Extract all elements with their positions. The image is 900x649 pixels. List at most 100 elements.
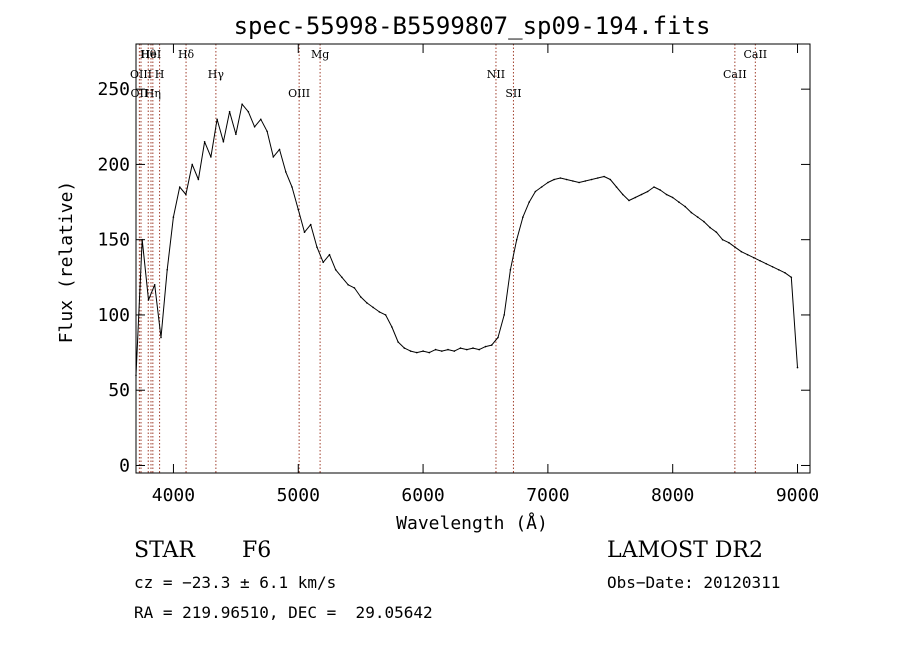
spectrum-point bbox=[384, 314, 387, 316]
spectrum-point bbox=[509, 269, 512, 271]
spectrum-point bbox=[428, 351, 431, 354]
spectrum-point bbox=[640, 193, 643, 196]
spectrum-series bbox=[135, 103, 799, 377]
spectrum-point bbox=[303, 231, 306, 233]
spectrum-point bbox=[615, 186, 618, 188]
spectrum-point bbox=[409, 350, 412, 352]
coordinates: RA = 219.96510, DEC = 29.05642 bbox=[134, 603, 433, 622]
object-class: STAR bbox=[134, 538, 195, 563]
line-marker-label: Hγ bbox=[208, 68, 225, 81]
spectrum-point bbox=[646, 190, 649, 193]
spectrum-point bbox=[285, 171, 287, 173]
line-marker-label: Hθ bbox=[140, 48, 157, 61]
spectrum-point bbox=[778, 269, 780, 271]
spectrum-point bbox=[709, 226, 711, 229]
spectrum-point bbox=[603, 175, 605, 178]
spectrum-point bbox=[746, 253, 749, 256]
spectrum-point bbox=[447, 348, 449, 351]
line-marker-label: Hη bbox=[145, 87, 161, 100]
x-tick-label: 8000 bbox=[651, 485, 694, 506]
spectrum-point bbox=[235, 133, 237, 136]
spectrum-point bbox=[790, 276, 793, 279]
spectrum-point bbox=[316, 246, 318, 248]
spectrum-point bbox=[578, 181, 580, 184]
spectrum-point bbox=[503, 314, 506, 316]
spectrum-point bbox=[366, 302, 368, 304]
spectrum-point bbox=[178, 186, 181, 188]
line-marker-label: NII bbox=[487, 68, 505, 81]
spectrum-point bbox=[684, 205, 686, 208]
spectrum-point bbox=[391, 326, 393, 328]
spectrum-point bbox=[478, 348, 481, 351]
spectrum-point bbox=[690, 211, 693, 214]
spectrum-point bbox=[628, 199, 630, 202]
line-marker-label: CaII bbox=[723, 68, 747, 81]
survey-name: LAMOST DR2 bbox=[607, 538, 763, 563]
spectrum-point bbox=[253, 126, 256, 128]
spectrum-point bbox=[696, 216, 699, 218]
plot-frame bbox=[135, 43, 811, 474]
y-axis-ticks: 0 50 100 150 200 250 bbox=[97, 79, 810, 476]
spectrum-point bbox=[715, 231, 718, 233]
spectrum-point bbox=[322, 261, 325, 264]
spectrum-point bbox=[740, 250, 743, 253]
spectrum-point bbox=[266, 130, 268, 133]
spectrum-point bbox=[522, 216, 524, 218]
spectrum-point bbox=[584, 180, 587, 182]
spectrum-point bbox=[515, 238, 518, 241]
spectrum-point bbox=[166, 269, 168, 271]
chart-title: spec-55998-B5599807_sp09-194.fits bbox=[234, 12, 711, 40]
spectrum-point bbox=[765, 263, 768, 265]
spectrum-point bbox=[796, 366, 799, 369]
spectrum-point bbox=[634, 196, 637, 199]
spectrum-point bbox=[291, 186, 293, 188]
emission-line-markers bbox=[138, 44, 756, 473]
spectrum-point bbox=[534, 190, 537, 193]
spectrum-point bbox=[210, 156, 212, 158]
x-axis-ticks: 4000 5000 6000 7000 8000 9000 bbox=[152, 44, 819, 506]
x-tick-label: 9000 bbox=[776, 485, 819, 506]
x-tick-label: 5000 bbox=[277, 485, 320, 506]
spectrum-point bbox=[328, 253, 331, 256]
spectrum-point bbox=[416, 351, 418, 354]
spectrum-point bbox=[309, 223, 312, 226]
spectrum-point bbox=[590, 178, 593, 181]
spectrum-point bbox=[260, 118, 262, 121]
spectrum-point bbox=[191, 163, 193, 166]
observation-date: Obs−Date: 20120311 bbox=[607, 573, 781, 592]
spectrum-point bbox=[784, 272, 786, 274]
x-tick-label: 4000 bbox=[152, 485, 195, 506]
spectrum-point bbox=[771, 266, 774, 268]
spectrum-point bbox=[228, 110, 231, 113]
spectrum-point bbox=[665, 193, 668, 196]
line-marker-label: OIII bbox=[288, 87, 310, 100]
spectrum-point bbox=[247, 110, 250, 113]
spectrum-point bbox=[703, 220, 705, 223]
line-marker-label: OIII bbox=[130, 68, 152, 81]
spectrum-point bbox=[441, 350, 443, 352]
spectrum-point bbox=[659, 189, 661, 191]
spectrum-point bbox=[185, 193, 187, 196]
spectrum-point bbox=[222, 141, 225, 143]
spectrum-point bbox=[671, 196, 674, 199]
spectrum-point bbox=[472, 347, 474, 349]
spectrum-point bbox=[297, 208, 300, 211]
spectrum-point bbox=[160, 336, 162, 339]
spectrum-point bbox=[734, 246, 736, 248]
spectrum-point bbox=[241, 103, 243, 105]
spectrum-point bbox=[490, 344, 493, 346]
spectrum-point bbox=[272, 156, 275, 158]
spectrum-point bbox=[378, 311, 381, 313]
y-tick-label: 250 bbox=[97, 79, 130, 100]
x-axis-label: Wavelength (Å) bbox=[396, 512, 548, 534]
object-subclass: F6 bbox=[242, 538, 272, 563]
spectrum-point bbox=[653, 186, 655, 188]
line-marker-label: HeI bbox=[141, 48, 161, 61]
spectrum-point bbox=[547, 181, 549, 184]
spectrum-point bbox=[353, 287, 356, 289]
spectrum-point bbox=[721, 238, 724, 241]
spectrum-point bbox=[147, 299, 150, 301]
spectrum-point bbox=[622, 193, 624, 196]
spectrum-point bbox=[565, 178, 568, 181]
